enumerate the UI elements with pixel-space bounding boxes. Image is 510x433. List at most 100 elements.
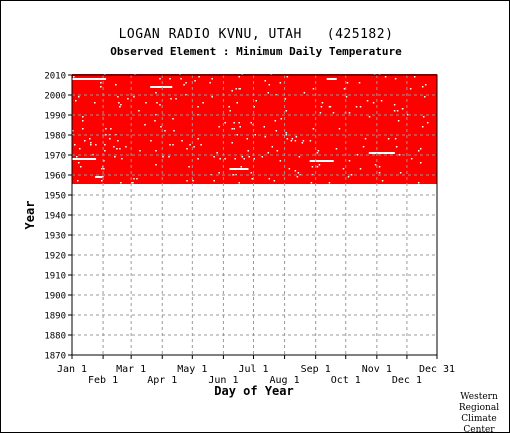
missing-day bbox=[164, 130, 166, 132]
missing-day bbox=[72, 130, 74, 132]
missing-day bbox=[131, 182, 133, 184]
missing-day bbox=[162, 156, 164, 158]
missing-day bbox=[233, 128, 235, 130]
missing-day bbox=[296, 176, 299, 178]
missing-day bbox=[110, 128, 112, 130]
missing-day bbox=[238, 76, 240, 78]
missing-day bbox=[401, 108, 404, 110]
missing-day bbox=[119, 106, 121, 108]
missing-day bbox=[253, 158, 255, 160]
missing-day bbox=[356, 154, 359, 156]
missing-day bbox=[94, 102, 96, 104]
missing-day bbox=[276, 150, 279, 152]
missing-day bbox=[159, 78, 161, 80]
x-tick-label: Oct 1 bbox=[331, 375, 361, 386]
missing-day bbox=[78, 96, 80, 98]
x-tick-label: Mar 1 bbox=[116, 364, 146, 375]
missing-day bbox=[271, 146, 274, 148]
missing-day bbox=[347, 176, 350, 178]
missing-day bbox=[393, 110, 396, 112]
missing-day bbox=[409, 88, 412, 90]
missing-day bbox=[82, 128, 84, 130]
missing-day bbox=[80, 166, 82, 168]
missing-day bbox=[275, 130, 278, 132]
missing-day bbox=[105, 128, 107, 130]
missing-day bbox=[109, 138, 111, 140]
missing-day bbox=[248, 156, 250, 158]
missing-day bbox=[316, 152, 319, 154]
y-tick-label: 2010 bbox=[44, 72, 66, 82]
missing-day bbox=[338, 128, 341, 130]
missing-day bbox=[286, 138, 289, 140]
missing-day bbox=[236, 102, 238, 104]
missing-day bbox=[193, 146, 195, 148]
missing-day bbox=[358, 82, 361, 84]
missing-day bbox=[393, 104, 396, 106]
missing-day bbox=[144, 124, 146, 126]
chart-title: LOGAN RADIO KVNU, UTAH (425182) bbox=[118, 27, 394, 42]
missing-day bbox=[155, 150, 157, 152]
missing-day bbox=[115, 84, 117, 86]
missing-day bbox=[247, 150, 249, 152]
missing-day bbox=[79, 148, 81, 150]
missing-day bbox=[240, 166, 242, 168]
missing-day bbox=[100, 86, 102, 88]
missing-day bbox=[73, 76, 75, 78]
missing-day bbox=[105, 134, 107, 136]
missing-day bbox=[155, 114, 157, 116]
missing-day bbox=[194, 80, 196, 82]
missing-day bbox=[298, 156, 301, 158]
y-axis: 1870 1880 1890 1900 1910 1920 1930 1940 1950 1960… bbox=[44, 72, 72, 362]
missing-day bbox=[133, 96, 135, 98]
missing-day bbox=[103, 168, 105, 170]
missing-day bbox=[395, 146, 398, 148]
missing-day bbox=[198, 76, 200, 78]
missing-day bbox=[238, 122, 240, 124]
x-tick-label: Aug 1 bbox=[270, 375, 300, 386]
missing-day bbox=[224, 122, 226, 124]
missing-day bbox=[211, 78, 213, 80]
missing-day bbox=[231, 90, 233, 92]
missing-day bbox=[218, 172, 220, 174]
missing-day bbox=[397, 120, 400, 122]
missing-day bbox=[197, 158, 199, 160]
missing-day bbox=[238, 182, 240, 184]
missing-day bbox=[417, 150, 420, 152]
x-tick-label: Dec 1 bbox=[392, 375, 422, 386]
missing-day bbox=[261, 156, 264, 158]
missing-day bbox=[117, 96, 119, 98]
missing-day bbox=[381, 180, 384, 182]
missing-day bbox=[348, 112, 351, 114]
missing-day bbox=[175, 98, 177, 100]
missing-day bbox=[78, 162, 80, 164]
missing-day bbox=[343, 88, 346, 90]
y-tick-label: 1990 bbox=[44, 112, 66, 122]
missing-day bbox=[335, 148, 338, 150]
missing-day bbox=[253, 106, 255, 108]
missing-day bbox=[310, 182, 313, 184]
missing-day bbox=[316, 166, 319, 168]
missing-day bbox=[139, 150, 141, 152]
missing-day bbox=[267, 152, 270, 154]
missing-day bbox=[318, 164, 321, 166]
missing-day bbox=[95, 144, 97, 146]
missing-day bbox=[189, 144, 191, 146]
missing-day bbox=[294, 140, 297, 142]
missing-day bbox=[399, 172, 402, 174]
y-tick-label: 1940 bbox=[44, 212, 66, 222]
missing-day bbox=[170, 98, 172, 100]
y-tick-label: 1910 bbox=[44, 272, 66, 282]
y-tick-label: 1880 bbox=[44, 332, 66, 342]
y-tick-label: 2000 bbox=[44, 92, 66, 102]
missing-day bbox=[238, 88, 240, 90]
missing-day bbox=[75, 100, 77, 102]
missing-day bbox=[387, 138, 390, 140]
missing-day bbox=[303, 92, 306, 94]
missing-day bbox=[328, 106, 331, 108]
missing-day bbox=[320, 106, 323, 108]
missing-day bbox=[188, 166, 190, 168]
y-tick-label: 1980 bbox=[44, 132, 66, 142]
missing-day bbox=[345, 96, 348, 98]
missing-day bbox=[90, 144, 92, 146]
